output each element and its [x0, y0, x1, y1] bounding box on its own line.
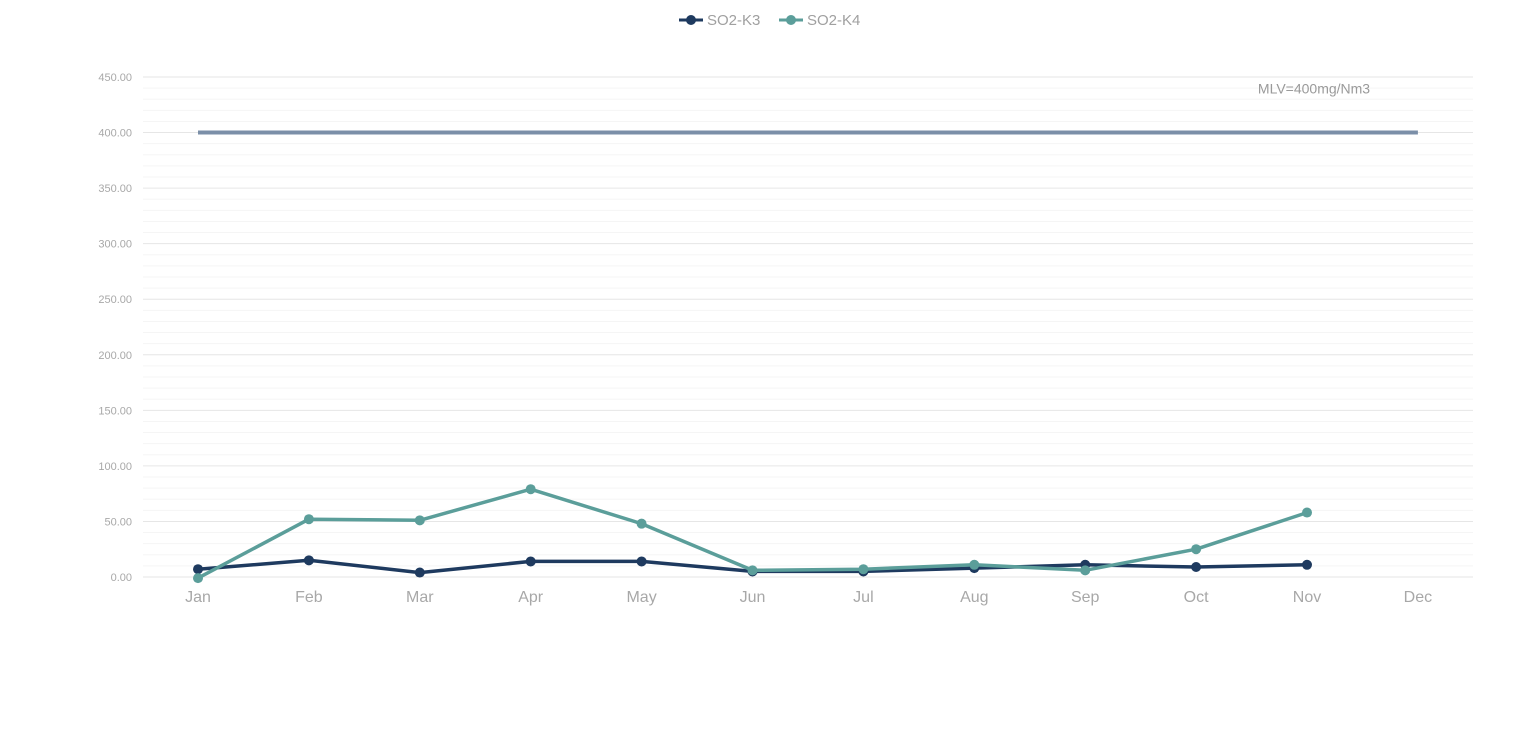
data-point	[1302, 559, 1312, 570]
legend-label: SO2-K3	[707, 12, 760, 29]
data-point	[525, 484, 536, 495]
x-tick-label: Aug	[960, 589, 988, 606]
x-tick-label: Jan	[185, 589, 211, 606]
data-point	[303, 514, 314, 525]
y-tick-label: 350.00	[98, 183, 132, 195]
y-tick-label: 150.00	[98, 405, 132, 417]
legend-marker	[686, 15, 696, 25]
mlv-annotation: MLV=400mg/Nm3	[1258, 81, 1370, 97]
y-tick-label: 450.00	[98, 72, 132, 84]
y-tick-label: 50.00	[104, 516, 132, 528]
data-point	[858, 564, 869, 575]
y-tick-label: 300.00	[98, 239, 132, 251]
x-tick-label: Dec	[1404, 589, 1432, 606]
data-point	[1080, 565, 1091, 576]
x-tick-label: Mar	[406, 589, 434, 606]
data-point	[193, 573, 203, 584]
legend-label: SO2-K4	[807, 12, 860, 29]
y-tick-label: 100.00	[98, 461, 132, 473]
data-point	[636, 556, 647, 567]
series-lines	[193, 484, 1312, 584]
y-tick-label: 0.00	[111, 572, 132, 584]
data-point	[414, 567, 425, 578]
legend-marker	[786, 15, 796, 25]
data-point	[414, 515, 425, 526]
data-point	[1191, 562, 1202, 572]
data-point	[1302, 507, 1312, 518]
data-point	[747, 565, 758, 576]
legend: SO2-K3 SO2-K4	[679, 12, 860, 29]
y-axis: 0.00 50.00 100.00 150.00 200.00 250.00 300.00 3…	[98, 72, 132, 584]
data-point	[525, 556, 536, 567]
x-tick-label: Sep	[1071, 589, 1100, 606]
x-tick-label: Oct	[1184, 589, 1209, 606]
y-tick-label: 250.00	[98, 294, 132, 306]
x-tick-label: May	[626, 589, 656, 606]
grid-lines	[143, 76, 1473, 578]
y-tick-label: 400.00	[98, 128, 132, 140]
x-tick-label: Apr	[518, 589, 544, 606]
data-point	[969, 559, 980, 570]
y-tick-label: 200.00	[98, 350, 132, 362]
data-point	[636, 518, 647, 529]
reference-line-group: MLV=400mg/Nm3	[198, 81, 1418, 135]
x-axis: Jan Feb Mar Apr May Jun Jul Aug Sep Oct Nov Dec	[185, 589, 1432, 606]
data-point	[303, 555, 314, 566]
data-point	[1191, 544, 1202, 555]
x-tick-label: Nov	[1293, 589, 1321, 606]
data-point	[193, 564, 203, 575]
x-tick-label: Jul	[853, 589, 873, 606]
x-tick-label: Feb	[295, 589, 323, 606]
x-tick-label: Jun	[740, 589, 766, 606]
